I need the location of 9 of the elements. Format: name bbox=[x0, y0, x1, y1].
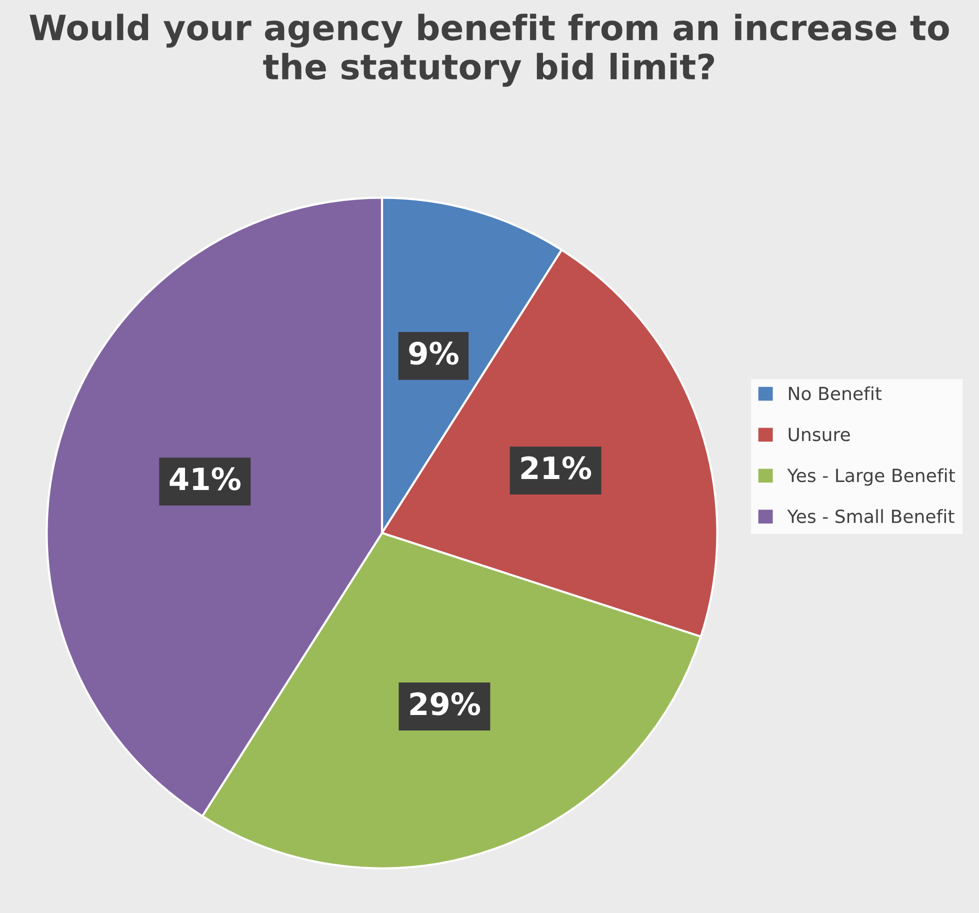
data-label: 21% bbox=[521, 456, 592, 480]
data-label: 9% bbox=[409, 342, 458, 365]
data-label: 41% bbox=[170, 467, 241, 490]
chart-title: Would your agency benefit from an increase to the statutory bid limit? bbox=[30, 14, 949, 87]
legend-label: Yes - Small Benefit bbox=[787, 509, 954, 524]
legend-label: Unsure bbox=[788, 428, 850, 442]
legend-label: No Benefit bbox=[788, 386, 882, 400]
legend-label: Yes - Large Benefit bbox=[787, 468, 955, 486]
data-label: 29% bbox=[410, 692, 480, 716]
